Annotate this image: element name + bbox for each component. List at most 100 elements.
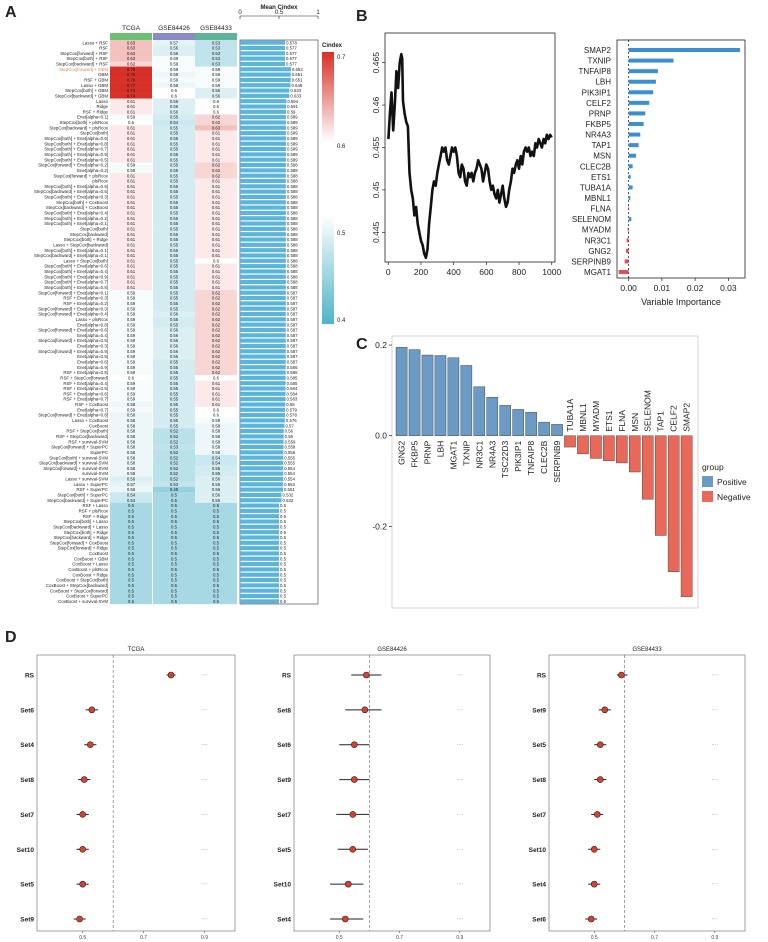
heatmap-cell-value: 0.53 [170, 445, 179, 450]
heatmap-cell-value: 0.55 [170, 375, 179, 380]
heatmap-cell-value: 0.61 [212, 232, 221, 237]
cindex-bar-value: 0.587 [287, 349, 298, 354]
model-name: RSF + CoxBoost [75, 402, 109, 407]
cindex-bar [240, 381, 286, 386]
gene-label: CELF2 [586, 99, 611, 108]
heatmap-cell [195, 369, 237, 376]
heatmap-cell [110, 534, 152, 541]
cindex-bar-value: 0.5 [280, 508, 287, 513]
heatmap-cell [110, 385, 152, 392]
heatmap-cell [195, 252, 237, 259]
heatmap-cell-value: 0.61 [212, 131, 221, 136]
heatmap-cell [195, 226, 237, 232]
importance-plot-frame [616, 39, 746, 279]
legend-title: group [702, 462, 724, 472]
cindex-axis-label: 1 [316, 10, 320, 16]
forest-row-label: Set4 [20, 742, 34, 749]
heatmap-cell-value: 0.59 [127, 397, 136, 402]
heatmap-cell [195, 593, 237, 599]
importance-bar [628, 100, 650, 105]
heatmap-cell-value: 0.54 [170, 120, 179, 125]
cindex-bar-value: 0.554 [284, 466, 295, 471]
heatmap-cell [195, 497, 237, 504]
model-name: RSF + Ridge [83, 514, 109, 519]
heatmap-cell-value: 0.61 [127, 131, 136, 136]
heatmap-cell [153, 556, 195, 562]
heatmap-cell-value: 0.55 [170, 152, 179, 157]
heatmap-cell-value: 0.5 [213, 535, 220, 540]
heatmap-cell [195, 311, 237, 317]
heatmap-cell-value: 0.59 [127, 328, 136, 333]
heatmap-cell [153, 274, 195, 280]
heatmap-cell [195, 50, 237, 57]
heatmap-cell [153, 50, 195, 57]
model-name: GBM [98, 72, 108, 77]
model-name: StepCox[both] + Enet[alpha=0.6] [44, 264, 108, 269]
heatmap-cell [195, 130, 237, 136]
cindex-bar-value: 0.5 [280, 588, 287, 593]
cindex-bar [240, 56, 286, 61]
legend-tick: 0.7 [337, 55, 346, 61]
heatmap-cell-value: 0.62 [127, 62, 136, 67]
gene-label: ETS1 [604, 410, 614, 432]
heatmap-cell [110, 524, 152, 530]
heatmap-cell-value: 0.5 [213, 599, 220, 604]
cindex-bar-value: 0.588 [287, 258, 298, 263]
cindex-bar-value: 0.588 [287, 274, 298, 279]
cindex-bar-value: 0.56 [285, 434, 294, 439]
model-name: Enet[alpha=0.3] [77, 344, 108, 349]
heatmap-cell-value: 0.56 [127, 477, 136, 482]
heatmap-cell-value: 0.5 [171, 572, 178, 577]
heatmap-cell-value: 0.52 [170, 461, 179, 466]
heatmap-cell [153, 215, 195, 222]
heatmap-cell-value: 0.61 [212, 402, 221, 407]
cindex-bar [240, 40, 286, 45]
heatmap-cell-value: 0.5 [171, 524, 178, 529]
importance-bar [628, 185, 633, 190]
gene-label: MBNL1 [578, 403, 588, 432]
heatmap-cell-value: 0.55 [170, 423, 179, 428]
cindex-bar-value: 0.589 [287, 125, 298, 130]
cindex-bar [240, 471, 284, 476]
heatmap-cell-value: 0.55 [170, 136, 179, 141]
model-name: survival-SVM [82, 471, 108, 476]
heatmap-cell [110, 407, 152, 413]
heatmap-cell-value: 0.62 [212, 290, 221, 295]
heatmap-cell [110, 284, 152, 291]
cindex-bar-value: 0.577 [286, 56, 297, 61]
heatmap-cell [110, 247, 152, 254]
model-name: RSF + Enet[alpha=0.2] [63, 301, 108, 306]
heatmap-cell [195, 119, 237, 126]
cindex-bar-value: 0.532 [282, 498, 293, 503]
heatmap-cell [195, 407, 237, 413]
heatmap-cell-value: 0.56 [212, 477, 221, 482]
heatmap-cell [195, 518, 237, 525]
cindex-bar [240, 131, 286, 136]
heatmap-cell-value: 0.61 [127, 195, 136, 200]
correlation-bar [486, 397, 499, 436]
heatmap-cell-value: 0.62 [212, 365, 221, 370]
importance-bar [628, 153, 636, 158]
model-name: Lasso [96, 99, 108, 104]
heatmap-cell-value: 0.55 [170, 280, 179, 285]
heatmap-cell-value: 0.55 [170, 173, 179, 178]
cindex-bar-value: 0.5 [280, 530, 287, 535]
heatmap-cell-value: 0.5 [213, 583, 220, 588]
heatmap-cell-value: 0.5 [213, 562, 220, 567]
heatmap-cell-value: 0.62 [212, 115, 221, 120]
cindex-bar-value: 0.651 [292, 78, 303, 83]
model-name: Lasso + CoxBoost [72, 418, 109, 423]
importance-bar [628, 48, 741, 52]
point-estimate [361, 706, 369, 714]
heatmap-cell-value: 0.52 [170, 429, 179, 434]
heatmap-cell [195, 492, 237, 498]
model-name: StepCox[both] + plsRcox [60, 120, 109, 125]
heatmap-cell-value: 0.5 [171, 519, 178, 524]
row-annotation: ···· [201, 812, 208, 818]
heatmap-cell [110, 258, 152, 264]
heatmap-cell [195, 460, 237, 466]
heatmap-cell [153, 396, 195, 403]
heatmap-cell [195, 77, 237, 83]
model-name: Lasso + survival-SVM [65, 477, 108, 482]
